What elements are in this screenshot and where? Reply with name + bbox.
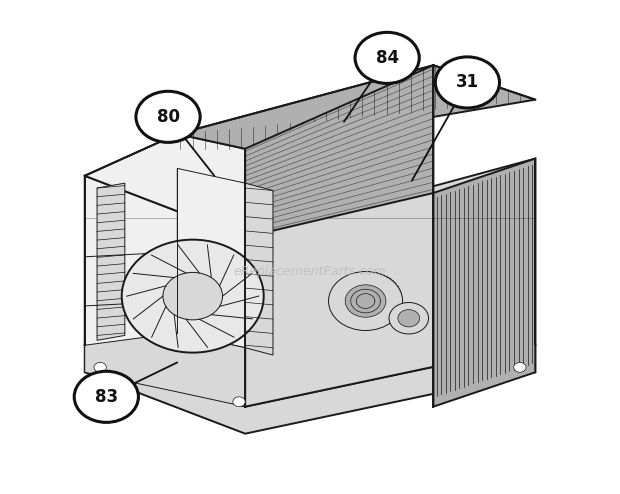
Polygon shape [85, 134, 245, 237]
Polygon shape [177, 65, 535, 149]
Polygon shape [85, 333, 245, 407]
Polygon shape [433, 159, 535, 407]
Circle shape [163, 272, 223, 320]
Text: 84: 84 [376, 49, 399, 67]
Circle shape [389, 302, 428, 334]
Circle shape [329, 272, 402, 330]
Polygon shape [245, 65, 433, 237]
Text: eReplacementParts.com: eReplacementParts.com [234, 265, 386, 278]
Circle shape [122, 240, 264, 353]
Polygon shape [97, 183, 125, 340]
Circle shape [345, 285, 386, 317]
Polygon shape [245, 183, 273, 355]
Text: 80: 80 [156, 108, 180, 126]
Circle shape [94, 363, 106, 372]
Circle shape [355, 32, 419, 83]
Text: 83: 83 [95, 388, 118, 406]
Polygon shape [177, 168, 245, 348]
Circle shape [398, 310, 420, 327]
Circle shape [136, 91, 200, 142]
Circle shape [74, 371, 138, 422]
Circle shape [233, 397, 245, 407]
Polygon shape [85, 345, 535, 434]
Circle shape [435, 57, 500, 108]
Polygon shape [245, 159, 535, 407]
Polygon shape [85, 176, 245, 407]
Circle shape [514, 363, 526, 372]
Text: 31: 31 [456, 74, 479, 91]
